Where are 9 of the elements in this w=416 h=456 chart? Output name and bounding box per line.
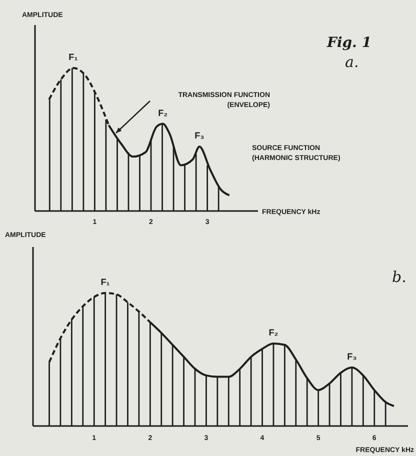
annotation: F₂ — [268, 328, 278, 338]
annotation: F₁ — [100, 277, 110, 287]
annotation: F₃ — [194, 130, 204, 141]
text: a. — [345, 53, 359, 71]
annotation: F₃ — [347, 351, 357, 362]
caption: Fig. 1 — [326, 35, 372, 51]
chart-title: b. — [392, 268, 406, 286]
annotation: F₂ — [158, 108, 168, 118]
annotation: F₁ — [68, 52, 78, 62]
